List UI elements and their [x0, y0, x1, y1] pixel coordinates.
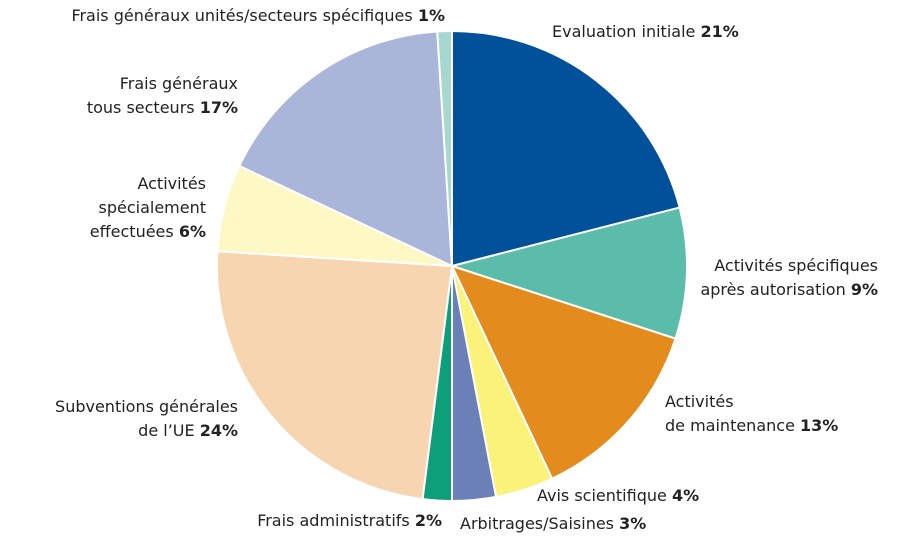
value-label: 9%	[850, 280, 878, 299]
pie-slice	[238, 30, 454, 268]
category-name: Frais généraux tous secteurs	[86, 74, 238, 117]
category-name: Frais administratifs	[257, 511, 410, 530]
category-name: Arbitrages/Saisines	[460, 514, 615, 533]
category-name: Frais généraux unités/secteurs spécifiqu…	[71, 6, 413, 25]
category-name: Evaluation initiale	[552, 22, 696, 41]
pie-slice	[216, 250, 454, 501]
value-label: 3%	[619, 514, 647, 533]
slice-label: Avis scientifique 4%	[537, 484, 699, 508]
category-name: Activités spécifiques après autorisation	[700, 256, 878, 299]
value-label: 24%	[199, 421, 238, 440]
slice-label: Evaluation initiale 21%	[552, 20, 739, 44]
slice-label: Subventions générales de l’UE 24%	[55, 395, 238, 443]
value-label: 4%	[671, 486, 700, 505]
slice-label: Arbitrages/Saisines 3%	[460, 512, 646, 536]
value-label: 21%	[700, 22, 739, 41]
category-name: Activités de maintenance	[665, 392, 795, 435]
slice-label: Activités de maintenance 13%	[665, 390, 838, 438]
slice-label: Frais généraux unités/secteurs spécifiqu…	[71, 4, 445, 28]
pie-slice	[451, 29, 681, 268]
slice-label: Activités spécifiques après autorisation …	[700, 254, 878, 302]
pie-slice	[448, 206, 688, 340]
value-label: 13%	[800, 416, 839, 435]
category-name: Activités spécialement effectuées	[89, 174, 206, 241]
pie-slice	[450, 264, 677, 480]
slice-label: Frais administratifs 2%	[257, 509, 442, 533]
slice-label: Activités spécialement effectuées 6%	[90, 172, 206, 244]
category-name: Avis scientifique	[537, 486, 667, 505]
value-label: 1%	[417, 6, 445, 25]
pie-slice	[436, 29, 453, 267]
category-name: Subventions générales de l’UE	[55, 397, 238, 440]
value-label: 6%	[178, 222, 206, 241]
slice-label: Frais généraux tous secteurs 17%	[87, 72, 238, 120]
value-label: 17%	[199, 98, 238, 117]
value-label: 2%	[414, 511, 442, 530]
